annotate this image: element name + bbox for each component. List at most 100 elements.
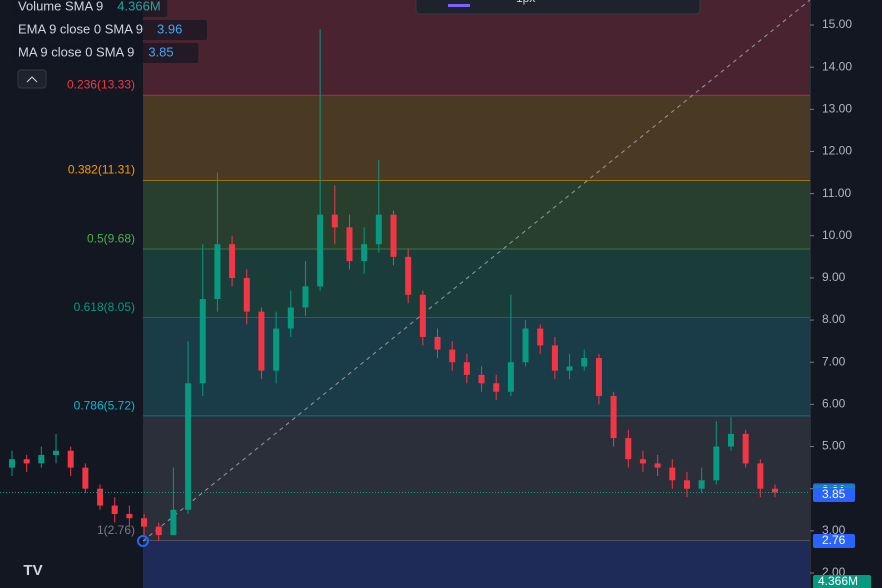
candle-body (111, 505, 118, 514)
candle-body (419, 294, 426, 337)
fib-band (143, 180, 810, 250)
volume-badge (813, 575, 871, 588)
y-tick-label: 6.00 (822, 397, 846, 411)
candle-body (214, 244, 221, 299)
candle-body (375, 214, 382, 245)
candle-body (522, 328, 529, 363)
y-tick-label: 9.00 (822, 270, 846, 284)
fib-band (143, 249, 810, 318)
drawing-toolbar[interactable] (415, 0, 701, 15)
fib-band (143, 540, 810, 588)
candle-body (199, 299, 206, 384)
fib-label: 0.618(8.05) (74, 300, 135, 314)
candle-body (507, 362, 514, 392)
candle-body (713, 446, 720, 481)
candle-body (683, 480, 690, 489)
logo[interactable] (16, 556, 50, 584)
fib-band (143, 0, 810, 96)
candle-body (478, 374, 485, 384)
y-tick-label: 11.00 (822, 186, 851, 200)
candle-body (141, 518, 148, 527)
candle-body (243, 277, 250, 312)
y-tick-label: 14.00 (822, 59, 852, 73)
fib-label: 1(2.76) (97, 523, 135, 537)
candle-body (654, 463, 661, 468)
chevron (26, 76, 38, 83)
y-tick-label: 7.00 (822, 354, 846, 368)
candle-body (53, 450, 60, 455)
candle-body (772, 488, 778, 493)
fib-label: 0.786(5.72) (74, 398, 135, 412)
legend-bg (12, 43, 199, 63)
fib-band (143, 416, 810, 541)
candle-body (581, 358, 588, 367)
candle-body (595, 358, 602, 396)
candle-body (639, 459, 646, 464)
candle-body (463, 362, 470, 375)
legend-name: Volume SMA 9 (18, 0, 103, 13)
candle-body (273, 328, 280, 371)
candle-body (625, 438, 632, 460)
y-tick-label: 3.00 (822, 523, 846, 537)
candle-body (317, 214, 324, 287)
fib-label: 0.382(11.31) (68, 163, 135, 177)
legend-bg (12, 20, 208, 40)
candle-body (566, 366, 573, 371)
fib-band (143, 317, 810, 417)
price-badge-label: 3.85 (822, 487, 846, 501)
line-width[interactable]: 1px (516, 0, 535, 5)
candle-body (97, 488, 104, 506)
candle-body (449, 349, 456, 363)
candle-body (126, 513, 133, 519)
y-tick-label: 8.00 (822, 312, 846, 326)
candle-body (287, 307, 294, 329)
candle-body (742, 433, 749, 464)
anchor-handle[interactable] (137, 535, 149, 547)
legend-value: 3.96 (157, 21, 182, 36)
y-tick-label: 15.00 (822, 17, 852, 31)
fib-label: 0.236(13.33) (67, 78, 135, 92)
candle-body (551, 345, 558, 371)
candle-body (331, 214, 338, 228)
candle-body (155, 526, 162, 536)
candle-body (185, 383, 192, 510)
volume-badge-label: 4.366M (818, 574, 858, 588)
candle-body (302, 286, 309, 308)
fib-label: 0.5(9.68) (87, 231, 135, 245)
candle-body (669, 467, 676, 481)
price-badge-label: 2.76 (822, 533, 846, 547)
legend-value: 3.85 (148, 44, 173, 59)
candle-body (405, 256, 412, 295)
candle-body (610, 395, 617, 439)
candle-body (258, 311, 265, 371)
legend-name: MA 9 close 0 SMA 9 (18, 44, 134, 59)
candle-body (23, 459, 30, 464)
fib-band (143, 95, 810, 181)
legend-name: EMA 9 close 0 SMA 9 (18, 21, 143, 36)
candle-body (67, 450, 74, 468)
candle-body (82, 467, 89, 489)
candle-body (170, 509, 177, 536)
candle-body (9, 459, 15, 468)
y-tick-label: 5.00 (822, 439, 846, 453)
candle-body (390, 214, 397, 257)
candle-body (434, 336, 441, 350)
fib-trend-line (142, 0, 811, 542)
candle-body (757, 463, 764, 489)
y-tick-label: 12.00 (822, 144, 852, 158)
color-swatch[interactable] (448, 4, 470, 7)
price-badge (813, 488, 855, 503)
candle-body (229, 244, 236, 278)
legend-bg (12, 0, 168, 17)
collapse-button[interactable] (17, 69, 47, 89)
y-tick-label: 10.00 (822, 228, 852, 242)
candle-body (727, 433, 734, 447)
candle-body (361, 244, 368, 262)
legend-value: 4.366M (117, 0, 160, 13)
candle-body (537, 328, 544, 346)
candle-body (698, 480, 705, 489)
candle-body (346, 227, 353, 262)
price-badge (813, 533, 855, 548)
candle-body (38, 454, 45, 464)
